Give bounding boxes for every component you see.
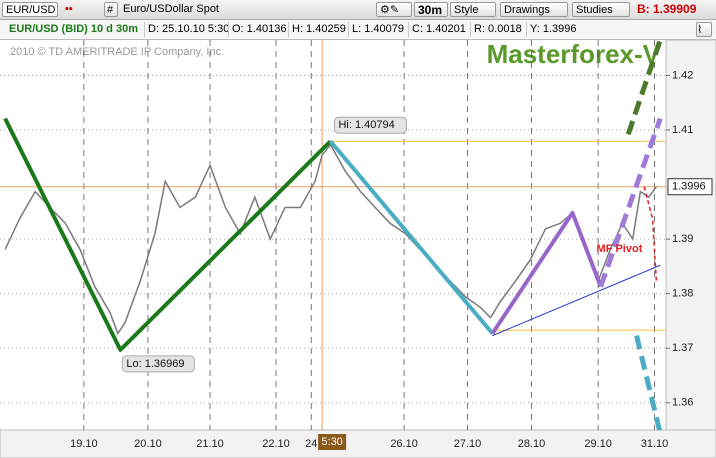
description: Euro/USDollar Spot (123, 3, 219, 15)
chart-menu[interactable]: ⌇ (696, 22, 712, 37)
plot-background (0, 40, 666, 430)
drawing-line (598, 117, 663, 288)
y-tick-label: 1.39 (672, 233, 693, 245)
x-tick-label: 21.10 (196, 438, 224, 450)
last-price-box (667, 178, 713, 196)
x-tick-label: 28.10 (518, 438, 546, 450)
studies-button[interactable]: Studies (572, 2, 630, 17)
annotation: MF Pivot (597, 243, 643, 255)
x-tick-label: 26.10 (390, 438, 418, 450)
crosshair-box (318, 434, 347, 450)
y-tick-label: 1.38 (672, 288, 693, 300)
drawing-line (328, 139, 494, 335)
interval-button[interactable]: 30m (414, 2, 448, 17)
toolbar: EUR/USD ▪▪ # Euro/USDollar Spot ⚙✎ 30m S… (0, 0, 716, 20)
drawings-button[interactable]: Drawings (500, 2, 568, 17)
bid-price: B: 1.39909 (637, 2, 697, 16)
drawing-line (492, 264, 661, 337)
annotation-box (333, 116, 407, 134)
info-date: D: 25.10.10 5:30 (144, 22, 229, 37)
y-tick-label: 1.37 (672, 342, 693, 354)
annotation-box (121, 355, 195, 373)
tools-button[interactable]: ⚙✎ (376, 2, 412, 17)
chart-title: EUR/USD (BID) 10 d 30m (9, 23, 138, 35)
x-tick-label: 31.10 (641, 438, 669, 450)
symbol-box[interactable]: EUR/USD (2, 2, 58, 17)
plot: 2010 © TD AMERITRADE IP Company, Inc. Mas… (0, 39, 666, 430)
x-tick-label: 27.10 (454, 438, 482, 450)
annotation: Hi: 1.40794 (338, 119, 394, 131)
drawing-line (490, 210, 603, 335)
watermark: 2010 © TD AMERITRADE IP Company, Inc. (10, 46, 224, 58)
info-open: O: 1.40136 (228, 22, 288, 37)
drawing-line (3, 117, 332, 352)
y-axis-panel (665, 39, 716, 431)
link-icons[interactable]: ▪▪ (65, 3, 73, 15)
x-tick-label: 19.10 (70, 438, 98, 450)
info-y: Y: 1.3996 (526, 22, 586, 37)
hash-button[interactable]: # (104, 2, 118, 17)
y-tick-label: 1.41 (672, 124, 693, 136)
info-range: R: 0.0018 (470, 22, 526, 37)
brand-title: Masterforex-V (487, 39, 661, 69)
crosshair-label: 5:30 (321, 436, 342, 448)
style-button[interactable]: Style (450, 2, 496, 17)
x-tick-label: 24 (305, 438, 317, 450)
last-price-label: 1.3996 (672, 181, 706, 193)
info-bar: EUR/USD (BID) 10 d 30m D: 25.10.10 5:30 … (0, 20, 716, 40)
y-tick-label: 1.36 (672, 397, 693, 409)
y-tick-label: 1.42 (672, 69, 693, 81)
annotation: Lo: 1.36969 (126, 358, 184, 370)
info-low: L: 1.40079 (348, 22, 408, 37)
x-tick-label: 20.10 (134, 438, 162, 450)
drawing-line (634, 335, 663, 430)
info-high: H: 1.40259 (288, 22, 348, 37)
x-tick-label: 29.10 (584, 438, 612, 450)
info-close: C: 1.40201 (408, 22, 470, 37)
x-tick-label: 22.10 (262, 438, 290, 450)
drawing-line (625, 40, 663, 136)
x-axis-panel (0, 429, 716, 458)
